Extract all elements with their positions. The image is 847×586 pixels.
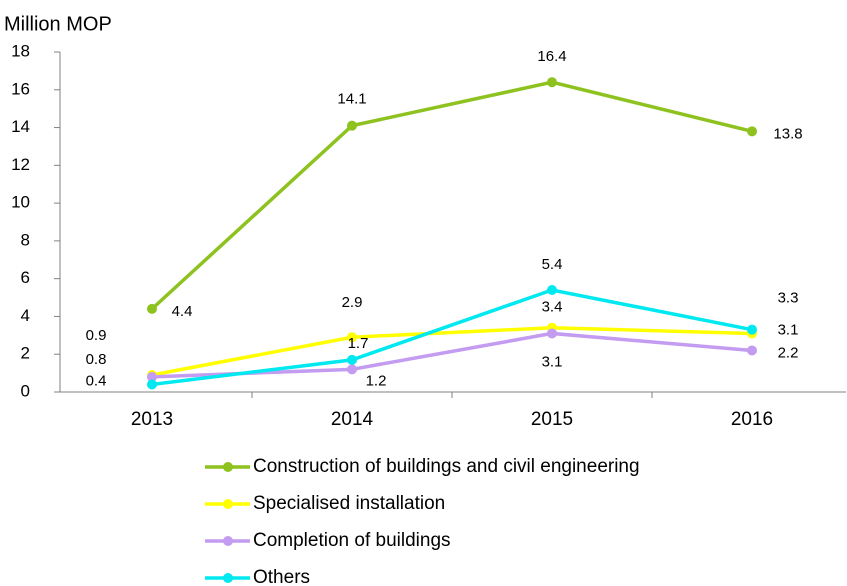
point bbox=[347, 120, 357, 131]
data-label: 0.9 bbox=[86, 327, 107, 344]
data-label: 13.8 bbox=[773, 125, 802, 142]
series-line bbox=[151, 331, 753, 379]
y-axis-label: Million MOP bbox=[4, 13, 112, 35]
data-label: 0.4 bbox=[86, 372, 107, 389]
data-label: 14.1 bbox=[337, 91, 366, 108]
y-tick-label: 10 bbox=[11, 193, 30, 212]
data-label: 4.4 bbox=[172, 303, 193, 320]
series-line bbox=[151, 326, 753, 377]
data-label: 3.1 bbox=[542, 353, 563, 370]
x-tick-label: 2014 bbox=[331, 409, 374, 430]
point bbox=[347, 364, 357, 375]
series-line bbox=[151, 288, 753, 387]
legend-marker bbox=[223, 573, 233, 583]
legend-label: Specialised installation bbox=[253, 493, 445, 514]
series-line bbox=[150, 80, 753, 311]
point bbox=[547, 285, 557, 295]
point bbox=[547, 77, 557, 88]
legend-marker bbox=[223, 536, 233, 546]
legend-label: Construction of buildings and civil engi… bbox=[253, 456, 640, 477]
point bbox=[747, 324, 757, 335]
data-label: 3.4 bbox=[542, 299, 563, 316]
y-tick-label: 12 bbox=[11, 155, 30, 174]
x-tick-label: 2013 bbox=[131, 409, 173, 430]
data-label: 0.8 bbox=[86, 351, 107, 368]
point bbox=[547, 328, 557, 339]
data-label: 5.4 bbox=[542, 256, 563, 273]
data-label: 3.1 bbox=[778, 321, 799, 338]
legend-marker bbox=[223, 499, 233, 509]
y-tick-label: 16 bbox=[11, 79, 30, 98]
y-tick-label: 6 bbox=[21, 268, 30, 287]
point bbox=[747, 126, 757, 137]
point bbox=[347, 354, 357, 365]
x-tick-label: 2015 bbox=[531, 409, 573, 430]
legend-label: Others bbox=[253, 567, 310, 586]
point bbox=[347, 332, 357, 343]
data-label: 1.7 bbox=[348, 335, 369, 352]
point bbox=[147, 371, 157, 382]
data-label: 16.4 bbox=[537, 48, 566, 65]
point bbox=[147, 379, 157, 390]
legend-label: Completion of buildings bbox=[253, 530, 451, 551]
data-label: 3.3 bbox=[778, 290, 799, 307]
y-tick-label: 4 bbox=[21, 306, 30, 325]
data-label: 2.9 bbox=[342, 294, 363, 311]
y-tick-label: 18 bbox=[11, 41, 30, 60]
y-tick-label: 8 bbox=[21, 230, 30, 249]
point bbox=[147, 303, 157, 314]
data-label: 1.2 bbox=[366, 372, 387, 389]
data-label: 2.2 bbox=[778, 344, 799, 361]
point bbox=[747, 345, 757, 356]
y-tick-label: 14 bbox=[11, 117, 30, 136]
legend-marker bbox=[223, 462, 233, 472]
y-tick-label: 2 bbox=[21, 344, 30, 363]
x-tick-label: 2016 bbox=[731, 409, 773, 430]
y-tick-label: 0 bbox=[21, 381, 30, 400]
